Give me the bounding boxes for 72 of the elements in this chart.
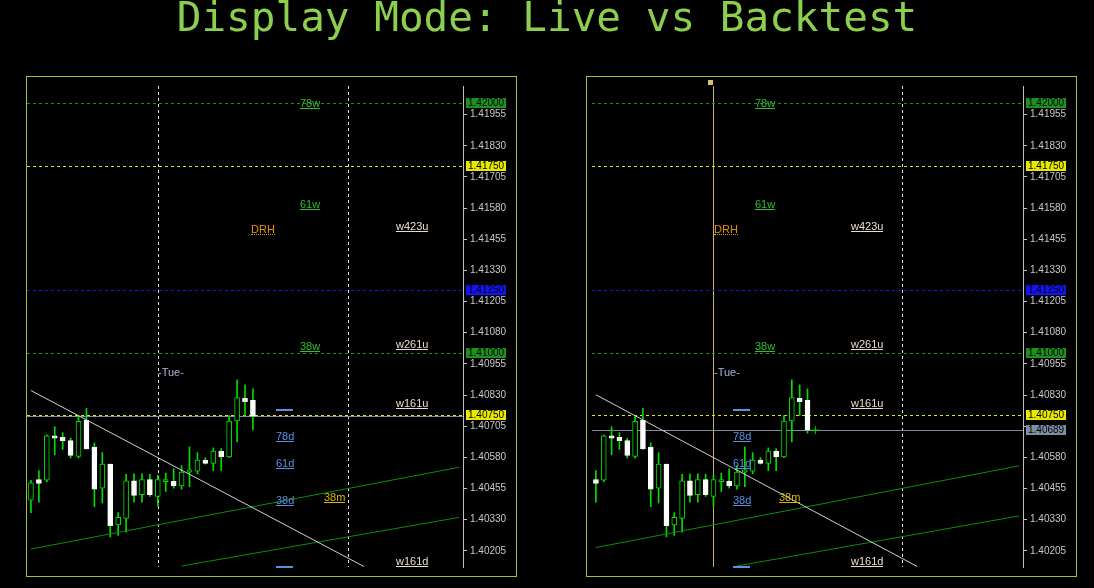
y-tick-label: 1.40830 [470,388,507,400]
y-tick-label: 1.40580 [470,451,507,463]
candlestick [593,470,599,503]
y-tick-label: 1.40955 [1030,357,1067,369]
y-tick-label: 1.40955 [470,357,507,369]
annotation: w423u [396,220,429,232]
annotation: 78d [276,430,295,442]
annotation: w261u [851,338,884,350]
candlestick [36,470,42,503]
y-tick-label: 1.41580 [470,201,507,213]
ref-line-label: 1.41750 [468,160,505,172]
annotation: 38w [755,340,776,352]
y-tick-label: 1.40455 [1030,482,1067,494]
annotation: DRH [251,223,275,235]
ref-line-label: 1.41000 [468,347,505,359]
annotation: 61d [276,457,295,469]
annotation: -Tue- [158,366,184,378]
y-tick-label: 1.41705 [470,170,507,182]
candlestick [726,468,732,489]
annotation: 61w [300,198,321,210]
annotation: w161u [396,397,429,409]
ref-line-label: 1.41750 [1028,160,1065,172]
y-tick-label: 1.41080 [470,326,507,338]
ref-line-label: 1.40750 [468,409,505,421]
annotation: -Tue- [714,366,740,378]
y-tick-label: 1.40580 [1030,451,1067,463]
candlestick [718,472,725,492]
y-tick-label: 1.41330 [470,264,507,276]
y-tick-label: 1.41080 [1030,326,1067,338]
annotation: 38d [276,494,295,506]
y-tick-label: 1.41580 [1030,201,1067,213]
annotation: w161u [851,397,884,409]
annotation: 61w [755,198,776,210]
y-tick-label: 1.41705 [1030,170,1067,182]
annotation: 78w [300,97,321,109]
y-tick-label: 1.41205 [1030,295,1067,307]
ref-line-label: 1.41000 [1028,347,1065,359]
candlestick [59,432,66,450]
y-tick-label: 1.41205 [470,295,507,307]
annotation: w423u [851,220,884,232]
ref-line-label: 1.41250 [1028,284,1065,296]
candlestick [162,472,169,492]
y-tick-label: 1.41955 [1030,108,1067,120]
annotation: DRH [714,223,738,235]
annotation: 38d [733,494,752,506]
y-tick-label: 1.40705 [470,419,507,431]
y-tick-label: 1.40205 [1030,544,1067,556]
y-tick-label: 1.40330 [1030,513,1067,525]
text: Display Mode: Live vs Backtest [175,0,919,41]
ref-line-label: 1.40750 [1028,409,1065,421]
candlestick [242,384,248,416]
y-tick-label: 1.41330 [1030,264,1067,276]
annotation: 38m [324,491,346,503]
ref-line-label: 1.42000 [468,97,505,109]
y-tick-label: 1.40205 [470,544,507,556]
y-tick-label: 1.41830 [470,139,507,151]
y-tick-label: 1.41955 [470,108,507,120]
annotation: 78d [733,430,752,442]
y-tick-label: 1.40830 [1030,388,1067,400]
y-tick-label: 1.40330 [470,513,507,525]
ref-line-label: 1.42000 [1028,97,1065,109]
ref-line-label: 1.41250 [468,284,505,296]
annotation: w261u [396,338,429,350]
y-tick-label: 1.41455 [470,233,507,245]
y-tick-label: 1.41455 [1030,233,1067,245]
annotation: w161d [396,555,429,567]
ref-line-label: 1.40689 [1028,424,1065,436]
annotation: 78w [755,97,776,109]
annotation: w161d [851,555,884,567]
y-tick-label: 1.40455 [470,482,507,494]
annotation: 38w [300,340,321,352]
y-tick-label: 1.41830 [1030,139,1067,151]
